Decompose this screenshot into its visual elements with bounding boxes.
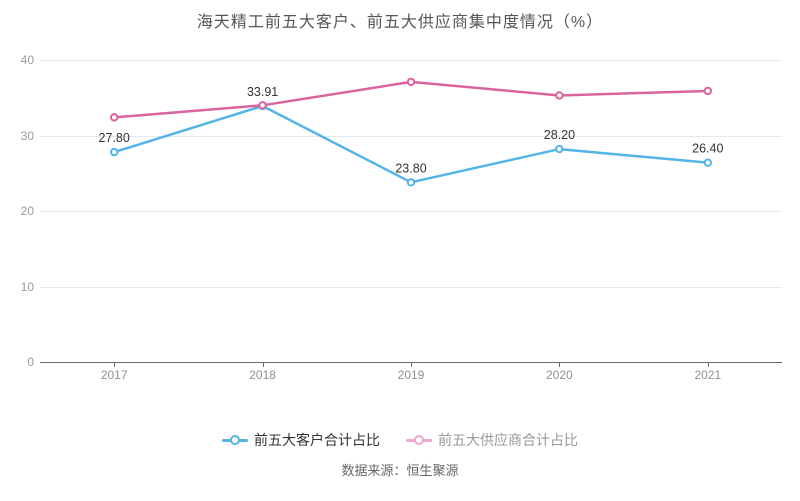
x-axis-tick-label: 2017 [100, 368, 128, 382]
y-axis-tick-label: 10 [20, 279, 34, 294]
x-axis-tick [114, 362, 116, 367]
data-point[interactable] [703, 158, 712, 167]
x-axis-tick [262, 362, 264, 367]
data-label: 26.40 [692, 142, 723, 156]
data-point[interactable] [110, 147, 119, 157]
legend-item-customers[interactable]: 前五大客户合计占比 [222, 430, 380, 450]
data-point[interactable] [110, 113, 119, 122]
line-circle-marker-icon [222, 435, 248, 445]
data-point[interactable] [406, 178, 416, 187]
data-label: 23.80 [395, 161, 426, 175]
legend-item-suppliers[interactable]: 前五大供应商合计占比 [406, 430, 578, 450]
y-gridline [40, 286, 782, 288]
y-gridline [40, 60, 782, 61]
y-axis-tick-label: 20 [20, 204, 34, 218]
x-axis-tick-label: 2019 [397, 368, 425, 382]
legend-label-customers: 前五大客户合计占比 [254, 432, 380, 448]
x-axis-tick-label: 2018 [249, 368, 276, 382]
series-line-1 [114, 80, 708, 119]
x-axis-tick-label: 2020 [546, 368, 573, 382]
line-circle-marker-icon [406, 435, 432, 445]
x-axis-tick [411, 362, 412, 367]
x-axis-tick [707, 362, 709, 367]
legend: 前五大客户合计占比 前五大供应商合计占比 [0, 430, 800, 450]
data-point[interactable] [406, 77, 416, 87]
y-gridline [40, 211, 782, 212]
y-axis-tick-label: 0 [27, 355, 34, 369]
data-point[interactable] [555, 144, 564, 154]
y-axis-tick-label: 40 [20, 53, 34, 67]
x-axis-tick [559, 362, 561, 367]
legend-label-suppliers: 前五大供应商合计占比 [438, 432, 578, 448]
data-label: 27.80 [99, 131, 130, 145]
data-point[interactable] [258, 101, 267, 110]
data-source-note: 数据来源：恒生聚源 [341, 463, 459, 478]
chart-title: 海天精工前五大客户、前五大供应商集中度情况（%） [196, 14, 604, 31]
y-axis-tick-label: 30 [20, 128, 34, 143]
data-point[interactable] [555, 91, 564, 100]
data-label: 33.91 [247, 85, 278, 99]
y-gridline [40, 135, 782, 137]
x-axis-tick-label: 2021 [694, 368, 722, 382]
data-label: 28.20 [544, 128, 575, 142]
data-point[interactable] [703, 86, 712, 96]
